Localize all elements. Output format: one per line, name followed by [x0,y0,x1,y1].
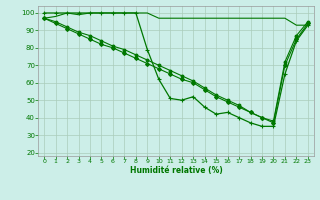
X-axis label: Humidité relative (%): Humidité relative (%) [130,166,222,175]
